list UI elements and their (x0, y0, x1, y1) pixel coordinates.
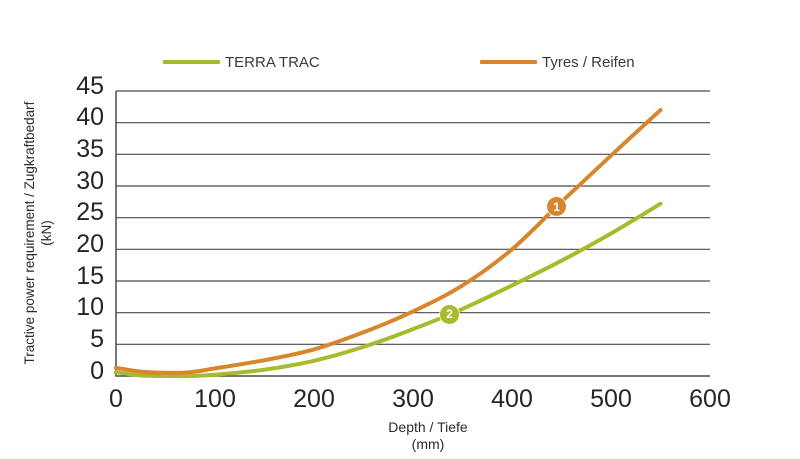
y-tick-label: 5 (90, 324, 104, 353)
x-axis-title-text: Depth / Tiefe (388, 419, 468, 435)
x-tick-label: 200 (293, 385, 335, 413)
curve-marker-2-label: 2 (446, 307, 453, 322)
x-axis-title: Depth / Tiefe (mm) (388, 419, 467, 453)
x-axis-unit: (mm) (411, 436, 445, 452)
legend-label-terra-trac: TERRA TRAC (225, 53, 320, 71)
y-tick-label: 15 (76, 261, 104, 290)
y-tick-label: 25 (76, 198, 104, 227)
y-tick-label: 10 (76, 293, 104, 322)
legend-label-tyres: Tyres / Reifen (542, 53, 635, 71)
legend-swatch-terra-trac (163, 60, 220, 64)
legend-swatch-tyres (480, 60, 537, 64)
y-axis-title-text: Tractive power requirement / Zugkraftbed… (22, 101, 37, 365)
legend-item-tyres: Tyres / Reifen (480, 53, 635, 71)
curve-marker-2: 2 (440, 304, 460, 324)
legend-item-terra-trac: TERRA TRAC (163, 53, 320, 71)
curve-marker-1: 1 (547, 197, 567, 217)
curve-tyres-reifen (114, 108, 663, 375)
y-axis-title: Tractive power requirement / Zugkraftbed… (21, 102, 55, 365)
x-tick-label: 100 (194, 385, 236, 413)
y-tick-label: 20 (76, 229, 104, 258)
x-tick-label: 600 (689, 385, 731, 413)
x-tick-label: 400 (491, 385, 533, 413)
y-tick-label: 40 (76, 103, 104, 132)
x-tick-label: 500 (590, 385, 632, 413)
x-tick-label: 0 (109, 385, 123, 413)
y-tick-label: 30 (76, 166, 104, 195)
x-tick-label: 300 (392, 385, 434, 413)
y-tick-label: 45 (76, 71, 104, 100)
y-axis-unit: (kN) (39, 220, 54, 246)
curve-marker-1-label: 1 (553, 199, 560, 214)
curve-terra-trac (114, 201, 663, 379)
y-tick-label: 35 (76, 134, 104, 163)
y-tick-label: 0 (90, 356, 104, 385)
